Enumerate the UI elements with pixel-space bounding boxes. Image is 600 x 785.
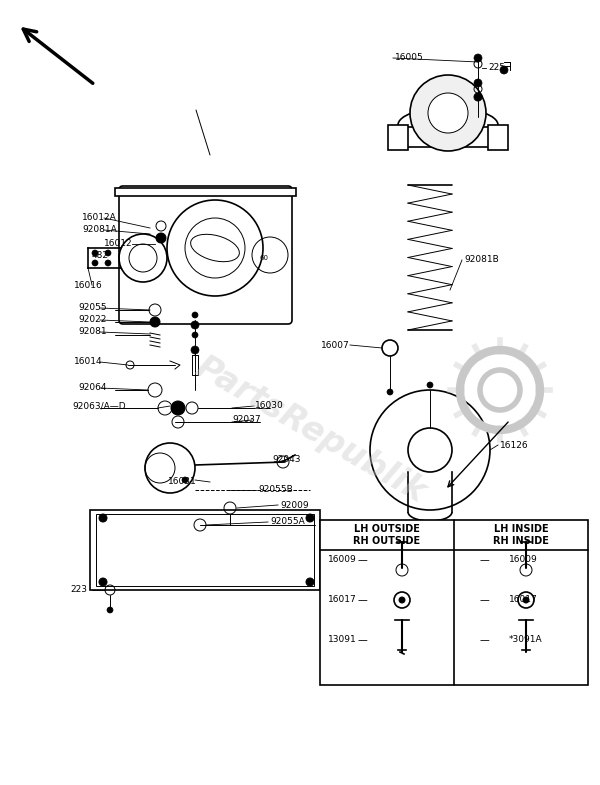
Bar [96,514,314,586]
Text: 92063/A—D: 92063/A—D [72,401,125,411]
Circle shape [500,66,508,74]
Circle shape [410,75,486,151]
Text: —: — [479,595,489,605]
Text: —: — [357,555,367,565]
Text: 60: 60 [260,255,269,261]
Circle shape [192,332,198,338]
Circle shape [474,54,482,62]
Text: 92043: 92043 [272,455,301,465]
Circle shape [191,346,199,354]
Text: LH INSIDE
RH INSIDE: LH INSIDE RH INSIDE [493,524,549,546]
Circle shape [306,578,314,586]
Text: 16005: 16005 [395,53,424,63]
Text: 92064: 92064 [78,384,107,392]
Text: 16009: 16009 [509,556,538,564]
Text: 16030: 16030 [255,401,284,411]
Text: 482: 482 [92,251,109,261]
Text: 16126: 16126 [500,440,529,450]
Text: 92081B: 92081B [464,255,499,265]
Circle shape [182,477,188,483]
Text: 16017: 16017 [509,596,538,604]
Bar [90,510,320,590]
Text: —: — [479,555,489,565]
Circle shape [523,597,529,603]
Circle shape [105,260,111,266]
Circle shape [92,250,98,256]
Circle shape [428,93,468,133]
Text: 92055A: 92055A [270,517,305,527]
Circle shape [150,317,160,327]
Text: 92009: 92009 [280,501,308,509]
Text: 16017: 16017 [328,596,357,604]
Circle shape [387,389,393,395]
Bar [320,520,588,685]
Circle shape [99,578,107,586]
Text: —: — [479,635,489,645]
Circle shape [191,321,199,329]
FancyBboxPatch shape [119,186,292,324]
Text: 92022: 92022 [78,316,106,324]
Text: 92055B: 92055B [258,485,293,495]
Circle shape [306,514,314,522]
Circle shape [99,514,107,522]
Circle shape [156,233,166,243]
Text: *3091A: *3091A [509,636,542,644]
Circle shape [427,382,433,388]
Circle shape [370,390,490,510]
Bar [388,125,408,150]
Text: —: — [357,635,367,645]
Text: 16007: 16007 [321,341,350,349]
Text: 225: 225 [488,64,505,72]
Circle shape [107,607,113,613]
Text: 16031: 16031 [168,477,197,487]
Text: 16012A: 16012A [82,214,117,222]
Bar [115,188,296,196]
Text: 16009: 16009 [328,556,357,564]
Text: 92037: 92037 [232,415,260,425]
Text: 16016: 16016 [74,280,103,290]
Text: 92081A: 92081A [82,225,117,235]
Text: 92055: 92055 [78,304,107,312]
Bar [488,125,508,150]
Circle shape [474,93,482,101]
Circle shape [171,401,185,415]
Circle shape [92,260,98,266]
Text: —: — [357,595,367,605]
Text: 16014: 16014 [74,357,103,367]
Text: 223: 223 [70,586,87,594]
Bar [396,127,500,147]
Text: LH OUTSIDE
RH OUTSIDE: LH OUTSIDE RH OUTSIDE [353,524,421,546]
Text: 13091: 13091 [328,636,357,644]
Circle shape [192,312,198,318]
Circle shape [399,597,405,603]
Circle shape [105,250,111,256]
Text: 92081: 92081 [78,327,107,337]
Text: 16012: 16012 [104,239,133,249]
Circle shape [474,79,482,87]
Text: PartsRepublik: PartsRepublik [189,351,431,509]
Circle shape [408,428,452,472]
